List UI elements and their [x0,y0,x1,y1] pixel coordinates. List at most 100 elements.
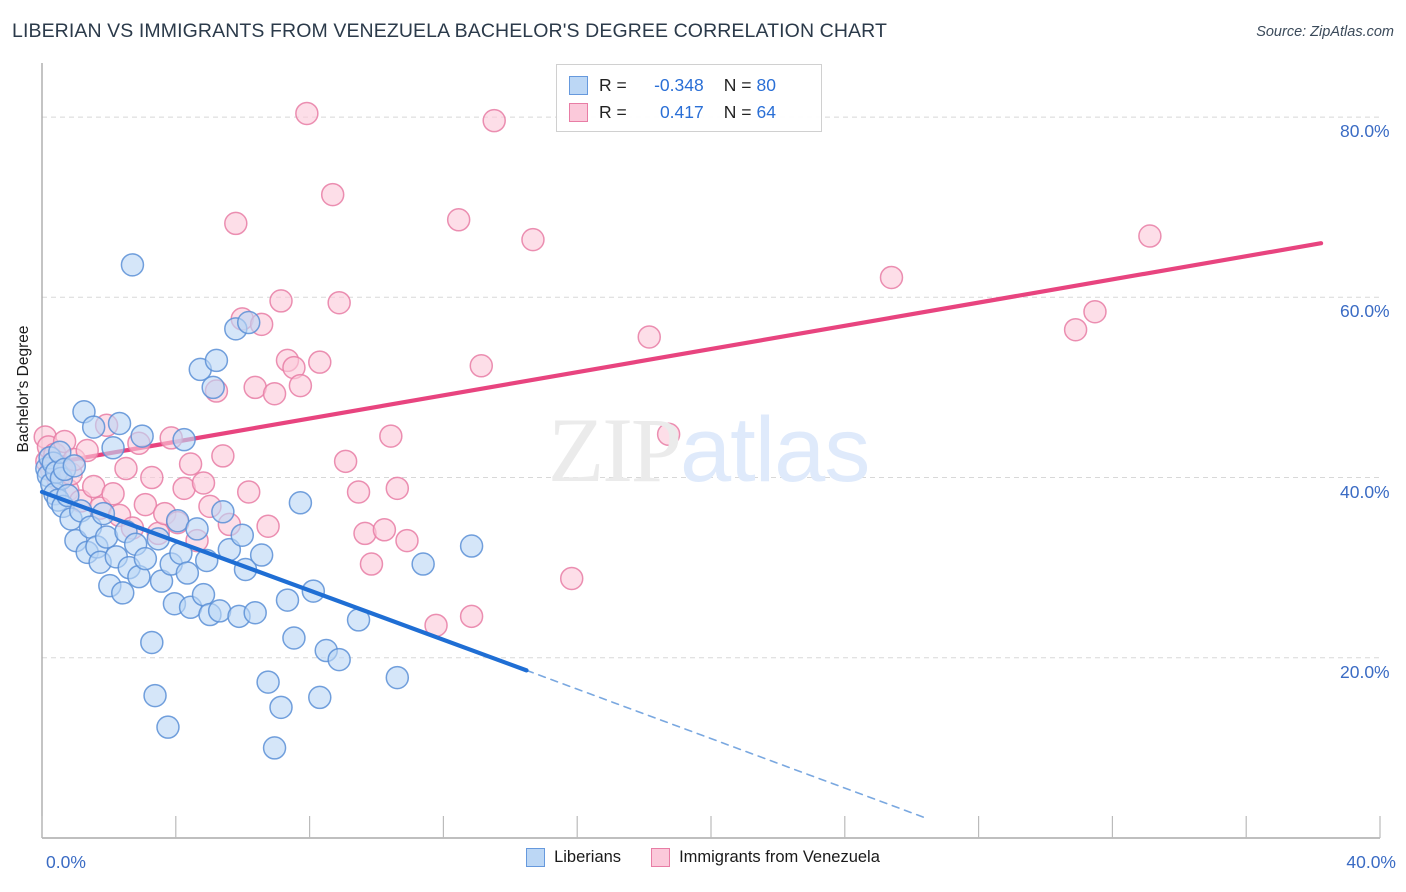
y-tick-label: 20.0% [1340,661,1390,682]
data-point [521,227,545,252]
data-point [308,350,332,374]
data-point [459,534,484,558]
data-point [114,456,138,481]
data-point [269,289,293,313]
data-point [256,514,280,538]
series-legend: Liberians Immigrants from Venezuela [0,848,1406,867]
data-point [185,517,209,541]
data-point [201,375,225,400]
data-point [262,381,287,406]
data-point [469,354,494,378]
data-point [446,208,471,232]
data-point [140,465,164,490]
page-title: LIBERIAN VS IMMIGRANTS FROM VENEZUELA BA… [12,20,887,42]
data-point [236,480,261,504]
r-value-liberians: -0.348 [654,75,704,95]
data-point [637,325,661,349]
data-point [62,454,87,478]
data-point [236,310,261,335]
series-swatch-venezuela [651,848,671,867]
data-point [120,253,145,277]
series-swatch-liberians [526,848,546,867]
data-point [211,500,235,524]
data-point [295,101,319,126]
n-value-venezuela: 64 [756,102,776,122]
r-label-liberians: R = [599,75,627,95]
data-point [211,444,235,468]
correlation-row-venezuela: R = 0.417 N = 64 [569,99,811,126]
data-point [385,476,410,501]
x-axis-min-label: 0.0% [46,852,86,872]
data-point [191,471,216,495]
data-point [308,685,332,710]
data-point [282,626,306,650]
data-point [256,670,280,694]
data-point [379,424,403,448]
series-legend-item-liberians[interactable]: Liberians [526,848,621,867]
y-tick-label: 40.0% [1340,481,1390,502]
data-point [94,525,119,549]
data-point [101,482,125,506]
y-tick-label: 80.0% [1340,121,1390,142]
data-point [1083,299,1107,324]
trendline-liberians [39,489,925,819]
data-point [353,521,377,546]
data-point [333,449,358,474]
data-point [249,543,274,567]
data-point [1138,224,1162,248]
correlation-legend: R = -0.348 N = 80 R = 0.417 N = 64 [556,64,822,132]
data-point [140,630,164,655]
data-point [204,348,229,373]
data-point [172,427,196,452]
correlation-row-liberians: R = -0.348 N = 80 [569,72,811,99]
data-point [224,211,248,236]
series-label-liberians: Liberians [554,848,622,866]
data-point [327,290,351,315]
data-point [107,411,132,436]
data-point [385,665,410,690]
data-point [101,436,125,460]
data-point [111,581,135,605]
data-points-liberians [35,253,484,760]
data-point [359,552,384,576]
x-axis-ticks [41,816,1381,838]
data-point [130,424,154,448]
data-point [207,599,232,623]
data-point [269,695,293,720]
data-point [395,528,419,553]
data-point [411,552,435,576]
data-point [1063,317,1088,342]
data-point [879,265,904,290]
data-point [346,480,371,504]
y-tick-label: 60.0% [1340,301,1390,322]
trendline-venezuela [39,241,1324,468]
data-point [275,588,300,612]
source-attribution: Source: ZipAtlas.com [1256,24,1394,40]
data-point [243,600,267,625]
x-axis-max-label: 40.0% [1346,852,1396,872]
series-legend-item-venezuela[interactable]: Immigrants from Venezuela [651,848,880,867]
data-point [559,566,584,591]
data-point [133,492,158,517]
data-point [230,523,255,547]
data-point [327,647,351,672]
data-point [191,582,216,607]
data-point [175,561,200,585]
axis-lines [41,63,1380,839]
data-point [320,182,345,207]
data-point [656,422,681,447]
data-point [243,375,267,400]
series-label-venezuela: Immigrants from Venezuela [679,848,880,866]
data-point [156,715,180,739]
n-value-liberians: 80 [756,75,776,95]
data-point [482,108,506,133]
data-point [288,491,313,515]
r-label-venezuela: R = [599,102,627,122]
data-point [178,452,203,476]
n-label-venezuela: N = [723,102,752,122]
data-point [262,736,287,760]
data-point [172,476,196,501]
data-point [75,438,99,463]
legend-swatch-venezuela [569,103,588,122]
